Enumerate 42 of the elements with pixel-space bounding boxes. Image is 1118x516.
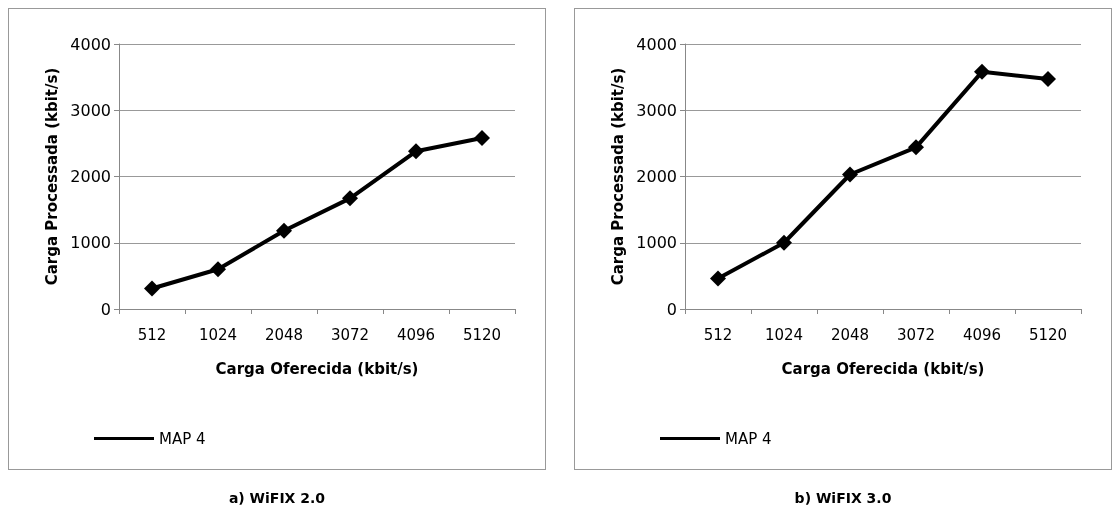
y-tick-label: 3000 — [636, 100, 677, 120]
point — [276, 222, 292, 239]
y-tick-label: 1000 — [70, 233, 111, 253]
point — [474, 130, 490, 147]
point — [842, 166, 858, 183]
x-tick-label: 2048 — [264, 325, 304, 344]
y-tick-label: 0 — [100, 299, 111, 319]
text: a) WiFIX 2.0 — [227, 490, 327, 506]
x-axis-title: Carga Oferecida (kbit/s) — [781, 359, 985, 378]
point — [408, 143, 424, 160]
x-tick-label: 2048 — [830, 325, 870, 344]
point — [710, 270, 726, 287]
point — [908, 139, 924, 156]
legend-label: MAP 4 — [725, 429, 772, 448]
text: b) WiFIX 3.0 — [793, 490, 893, 506]
y-tick-label: 3000 — [70, 100, 111, 120]
x-tick-label: 512 — [703, 325, 733, 344]
point — [144, 280, 160, 297]
y-tick-label: 4000 — [636, 34, 677, 54]
legend-label: MAP 4 — [159, 429, 206, 448]
y-tick-label: 1000 — [636, 233, 677, 253]
point — [1040, 71, 1056, 88]
y-axis-title: Carga Processada (kbit/s) — [608, 67, 627, 286]
x-tick-label: 1024 — [764, 325, 804, 344]
x-axis-title: Carga Oferecida (kbit/s) — [215, 359, 419, 378]
y-tick-label: 0 — [666, 299, 677, 319]
point — [210, 261, 226, 278]
x-tick-label: 4096 — [962, 325, 1002, 344]
y-tick-label: 4000 — [70, 34, 111, 54]
y-tick-label: 2000 — [636, 167, 677, 186]
x-tick-label: 5120 — [1028, 325, 1068, 344]
x-tick-label: 4096 — [396, 325, 436, 344]
x-tick-label: 3072 — [330, 325, 370, 344]
point — [342, 190, 358, 207]
y-axis-title: Carga Processada (kbit/s) — [42, 67, 61, 286]
point — [974, 63, 990, 80]
x-tick-label: 5120 — [462, 325, 502, 344]
x-tick-label: 1024 — [198, 325, 238, 344]
x-tick-label: 3072 — [896, 325, 936, 344]
y-tick-label: 2000 — [70, 167, 111, 186]
point — [776, 234, 792, 251]
x-tick-label: 512 — [137, 325, 167, 344]
